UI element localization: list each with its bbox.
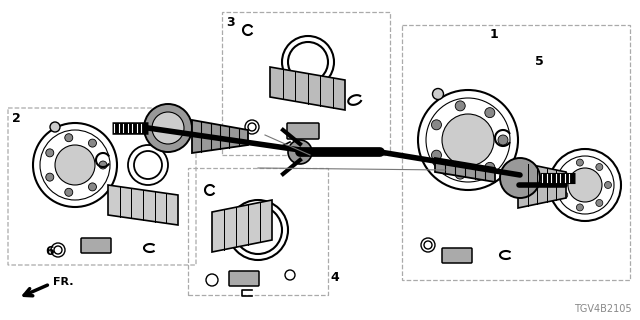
Polygon shape xyxy=(108,185,178,225)
Circle shape xyxy=(596,199,603,206)
Polygon shape xyxy=(435,158,495,182)
Circle shape xyxy=(485,108,495,118)
Circle shape xyxy=(288,140,312,164)
Text: 5: 5 xyxy=(535,55,544,68)
Polygon shape xyxy=(212,200,272,252)
FancyBboxPatch shape xyxy=(229,271,259,286)
Circle shape xyxy=(55,145,95,185)
FancyBboxPatch shape xyxy=(287,123,319,139)
Text: 2: 2 xyxy=(12,112,20,125)
Circle shape xyxy=(99,161,107,169)
Circle shape xyxy=(88,139,97,147)
Circle shape xyxy=(442,114,494,166)
Polygon shape xyxy=(270,67,345,110)
Circle shape xyxy=(485,162,495,172)
Circle shape xyxy=(561,191,568,198)
Circle shape xyxy=(577,204,584,211)
Text: FR.: FR. xyxy=(53,277,74,287)
Circle shape xyxy=(46,173,54,181)
Polygon shape xyxy=(192,120,248,153)
Circle shape xyxy=(65,188,73,196)
Circle shape xyxy=(433,89,444,100)
Text: 3: 3 xyxy=(226,16,235,29)
Circle shape xyxy=(88,183,97,191)
Circle shape xyxy=(605,181,611,188)
FancyBboxPatch shape xyxy=(442,248,472,263)
FancyBboxPatch shape xyxy=(81,238,111,253)
Circle shape xyxy=(577,159,584,166)
Circle shape xyxy=(561,172,568,179)
Polygon shape xyxy=(518,162,566,208)
Circle shape xyxy=(431,120,442,130)
Circle shape xyxy=(144,104,192,152)
Circle shape xyxy=(50,122,60,132)
Text: 4: 4 xyxy=(330,271,339,284)
Text: TGV4B2105: TGV4B2105 xyxy=(574,304,632,314)
Circle shape xyxy=(431,150,442,160)
Text: 6: 6 xyxy=(45,245,54,258)
Circle shape xyxy=(46,149,54,157)
Text: 1: 1 xyxy=(490,28,499,41)
Circle shape xyxy=(152,112,184,144)
Circle shape xyxy=(455,169,465,179)
Circle shape xyxy=(500,158,540,198)
Circle shape xyxy=(65,134,73,142)
Circle shape xyxy=(455,101,465,111)
Circle shape xyxy=(498,135,508,145)
Circle shape xyxy=(568,168,602,202)
Circle shape xyxy=(596,164,603,171)
